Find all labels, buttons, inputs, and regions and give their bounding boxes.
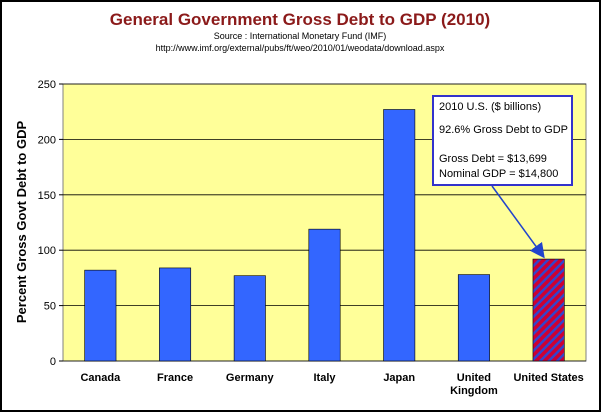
x-category-label: Germany (226, 372, 275, 384)
chart-title: General Government Gross Debt to GDP (20… (110, 10, 490, 29)
annotation-arrow (491, 185, 545, 259)
y-axis-label: Percent Gross Govt Debt to GDP (14, 121, 29, 324)
x-category-label: United States (513, 372, 583, 384)
y-axis-tick-labels: 0 50 100 150 200 250 (38, 79, 56, 368)
x-category-label: Japan (383, 372, 415, 384)
x-category-label: United (457, 372, 491, 384)
x-axis-category-labels: Canada France Germany Italy Japan UnitedKingd… (80, 372, 583, 397)
annotation-line-4: Nominal GDP = $14,800 (439, 168, 558, 180)
bar-united-states (532, 258, 565, 362)
annotation-line-1: 2010 U.S. ($ billions) (439, 101, 541, 113)
x-category-label: Kingdom (450, 385, 498, 397)
y-tick-label: 100 (38, 245, 56, 257)
annotation-line-3: Gross Debt = $13,699 (439, 153, 547, 165)
bar-united-kingdom (457, 274, 490, 362)
annotation-line-2: 92.6% Gross Debt to GDP (439, 124, 568, 136)
bars (84, 109, 565, 362)
y-tick-label: 0 (50, 356, 56, 368)
x-category-label: Canada (80, 372, 121, 384)
annotation-callout: 2010 U.S. ($ billions) 92.6% Gross Debt … (432, 95, 573, 259)
chart-source-line: Source : International Monetary Fund (IM… (214, 31, 387, 41)
y-tick-label: 200 (38, 134, 56, 146)
chart-source-url: http://www.imf.org/external/pubs/ft/weo/… (156, 43, 445, 53)
bar-germany (233, 275, 266, 362)
annotation-box (432, 95, 573, 186)
bar-japan (383, 109, 416, 362)
bar-france (159, 267, 192, 362)
x-category-label: Italy (313, 372, 336, 384)
y-tick-label: 150 (38, 190, 56, 202)
bar-italy (308, 228, 341, 362)
bar-canada (84, 269, 117, 362)
x-category-label: France (157, 372, 193, 384)
y-tick-label: 50 (44, 301, 56, 313)
y-tick-label: 250 (38, 79, 56, 91)
